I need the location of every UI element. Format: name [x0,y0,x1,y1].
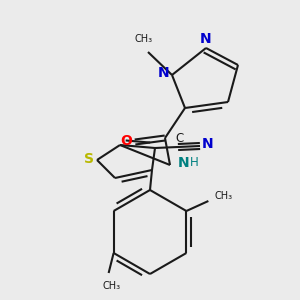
Text: C: C [175,133,183,146]
Text: O: O [120,134,132,148]
Text: N: N [158,66,170,80]
Text: N: N [202,137,214,151]
Text: CH₃: CH₃ [214,191,232,201]
Text: N: N [200,32,212,46]
Text: H: H [190,157,199,169]
Text: N: N [178,156,190,170]
Text: S: S [84,152,94,166]
Text: CH₃: CH₃ [135,34,153,44]
Text: CH₃: CH₃ [103,281,121,291]
